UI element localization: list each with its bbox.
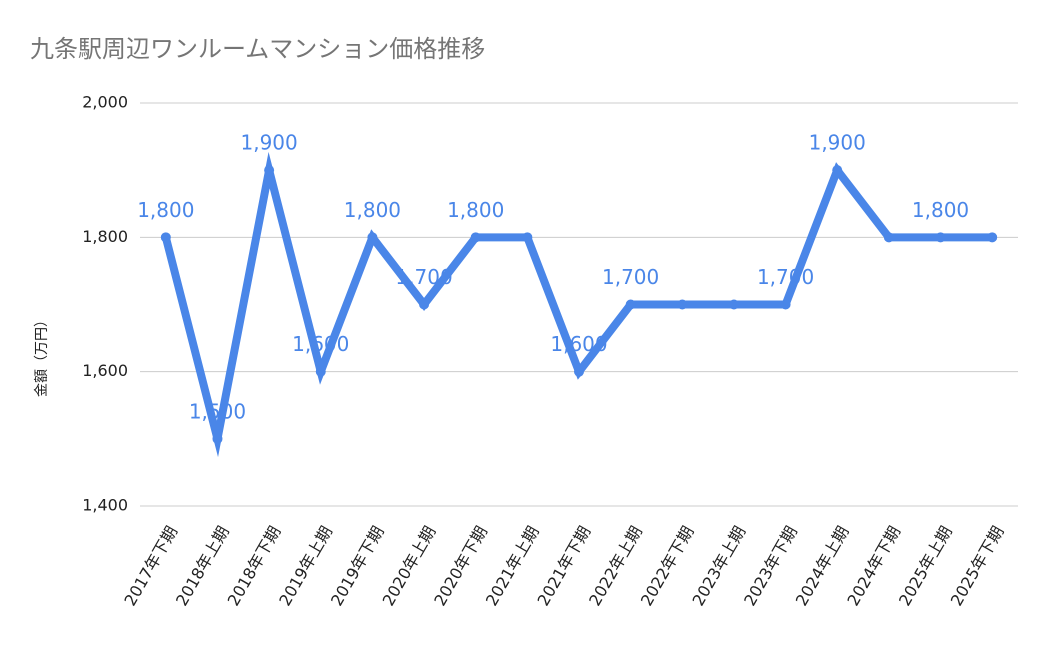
point xyxy=(728,299,739,310)
data-label: 1,900 xyxy=(809,131,866,155)
y-tick-label: 1,800 xyxy=(82,227,128,246)
x-tick-label: 2023年下期 xyxy=(740,523,801,609)
data-label: 1,700 xyxy=(757,265,814,289)
point xyxy=(419,299,430,310)
data-label: 1,700 xyxy=(395,265,452,289)
point xyxy=(780,299,791,310)
x-tick-label: 2022年上期 xyxy=(585,523,646,609)
x-tick-label: 2022年下期 xyxy=(637,523,698,609)
data-label: 1,800 xyxy=(137,198,194,222)
y-tick-label: 1,400 xyxy=(82,496,128,515)
point xyxy=(470,232,481,243)
point xyxy=(212,433,223,444)
x-tick-label: 2019年上期 xyxy=(275,523,336,609)
data-label: 1,900 xyxy=(240,131,297,155)
y-tick-label: 2,000 xyxy=(82,93,128,112)
x-tick-label: 2018年下期 xyxy=(224,523,285,609)
point xyxy=(315,366,326,377)
data-label: 1,600 xyxy=(292,332,349,356)
x-tick-label: 2020年上期 xyxy=(379,523,440,609)
y-tick-label: 1,600 xyxy=(82,361,128,380)
data-label: 1,800 xyxy=(447,198,504,222)
point xyxy=(160,232,171,243)
point xyxy=(574,366,584,377)
x-tick-label: 2024年下期 xyxy=(843,523,904,609)
y-axis-title: 金額（万円） xyxy=(34,313,50,397)
point xyxy=(522,232,533,243)
x-tick-label: 2021年上期 xyxy=(482,523,543,609)
chart-title: 九条駅周辺ワンルームマンション価格推移 xyxy=(30,35,485,63)
line xyxy=(161,151,993,458)
point xyxy=(832,165,843,176)
point xyxy=(935,232,946,243)
point xyxy=(625,299,636,310)
x-tick-label: 2025年上期 xyxy=(895,523,956,609)
data-label: 1,800 xyxy=(344,198,401,222)
x-tick-label: 2024年上期 xyxy=(792,523,853,609)
point xyxy=(883,232,894,243)
x-tick-label: 2023年上期 xyxy=(688,523,749,609)
point xyxy=(987,232,998,243)
data-label: 1,500 xyxy=(189,399,246,423)
data-label: 1,800 xyxy=(912,198,969,222)
data-label: 1,600 xyxy=(550,332,607,356)
x-tick-label: 2021年下期 xyxy=(534,523,595,609)
point xyxy=(264,165,275,176)
x-tick-label: 2018年上期 xyxy=(172,523,233,609)
x-tick-label: 2017年下期 xyxy=(120,523,181,609)
x-tick-label: 2025年下期 xyxy=(947,523,1008,609)
point xyxy=(677,299,688,310)
x-tick-label: 2020年下期 xyxy=(430,523,491,609)
point xyxy=(367,232,378,243)
data-label: 1,700 xyxy=(602,265,659,289)
x-tick-label: 2019年下期 xyxy=(327,523,388,609)
